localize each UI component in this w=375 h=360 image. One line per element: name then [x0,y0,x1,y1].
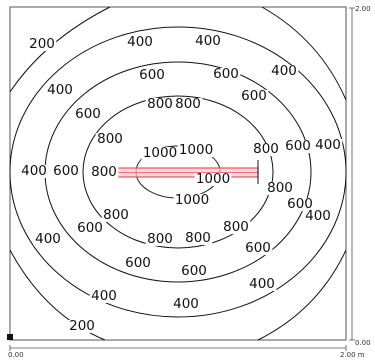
contour-label: 800 [91,164,117,180]
contour-label: 400 [173,296,199,312]
contour-label-bg [239,90,269,103]
contour-label-bg [269,65,299,78]
contour-200-corner-3 [9,249,106,341]
contour-label: 400 [35,231,61,247]
contour-label-bg [221,221,251,234]
contour-label-bg [313,139,343,152]
contour-label: 800 [175,96,201,112]
contour-label-bg [303,210,333,223]
contour-200-corner-4 [257,249,347,341]
contour-label-bg [173,194,211,207]
contour-label-bg [51,165,81,178]
contour-label-bg [125,36,155,49]
contour-label-bg [285,198,315,211]
contour-label: 400 [127,34,153,50]
contour-label-bg [243,242,273,255]
x-axis-end-label: 2.00 m [340,351,365,359]
contour-label: 600 [125,255,151,271]
contour-label: 200 [29,36,55,52]
contour-label: 800 [223,219,249,235]
contour-label-bg [179,265,209,278]
contour-label: 1000 [179,142,213,158]
contour-label-bg [173,98,203,111]
contour-label-bg [171,298,201,311]
contour-label-bg [183,232,213,245]
contour-label: 600 [53,163,79,179]
contour-label: 800 [147,96,173,112]
y-axis-bottom-label: 0.00 [355,339,371,347]
contour-label-bg [247,278,277,291]
contour-label: 800 [267,180,293,196]
contour-label: 800 [147,231,173,247]
contour-label: 600 [287,196,313,212]
x-axis-start-label: 0.00 [8,351,24,359]
contour-label: 600 [285,138,311,154]
contour-label: 600 [241,88,267,104]
contour-label: 400 [305,208,331,224]
contour-400 [9,26,347,318]
contour-label: 1000 [196,171,230,187]
contour-label-bg [75,222,105,235]
contour-label: 800 [97,131,123,147]
contour-label-bg [89,166,119,179]
contour-800 [82,95,274,249]
contour-label: 200 [69,318,95,334]
contour-label: 800 [185,230,211,246]
contour-label: 400 [195,33,221,49]
contour-label: 600 [77,220,103,236]
contour-label-bg [45,84,75,97]
contour-label: 600 [181,263,207,279]
contour-label: 600 [139,67,165,83]
contour-label-bg [123,257,153,270]
contour-label-bg [283,140,313,153]
contour-label: 800 [103,207,129,223]
contour-label: 400 [271,63,297,79]
contour-label-bg [67,320,97,333]
origin-marker [7,334,13,340]
contour-label-bg [145,98,175,111]
contour-label: 400 [91,288,117,304]
contour-label-bg [145,233,175,246]
contour-label-bg [89,290,119,303]
contour-label: 600 [245,240,271,256]
contour-label-bg [19,165,49,178]
contour-label-bg [73,108,103,121]
contour-label: 400 [47,82,73,98]
contour-label-bg [194,173,232,186]
contour-label-bg [265,182,295,195]
contour-label: 1000 [143,145,177,161]
contour-label: 800 [253,141,279,157]
contour-label: 400 [315,137,341,153]
contour-label-bg [137,69,167,82]
contour-200-corner-2 [261,6,347,101]
contour-label: 600 [75,106,101,122]
y-axis-top-label: 2.00 [355,5,371,13]
contour-label-bg [27,38,57,51]
contour-label: 600 [213,66,239,82]
contour-label-bg [33,233,63,246]
contour-label-bg [177,144,215,157]
contour-label: 400 [21,163,47,179]
contour-label-bg [193,35,223,48]
contour-label-bg [95,133,125,146]
contour-label-bg [251,143,281,156]
contour-label-bg [101,209,131,222]
contour-label: 400 [249,276,275,292]
contour-label-bg [211,68,241,81]
contour-label-bg [141,147,179,160]
contour-label: 1000 [175,192,209,208]
